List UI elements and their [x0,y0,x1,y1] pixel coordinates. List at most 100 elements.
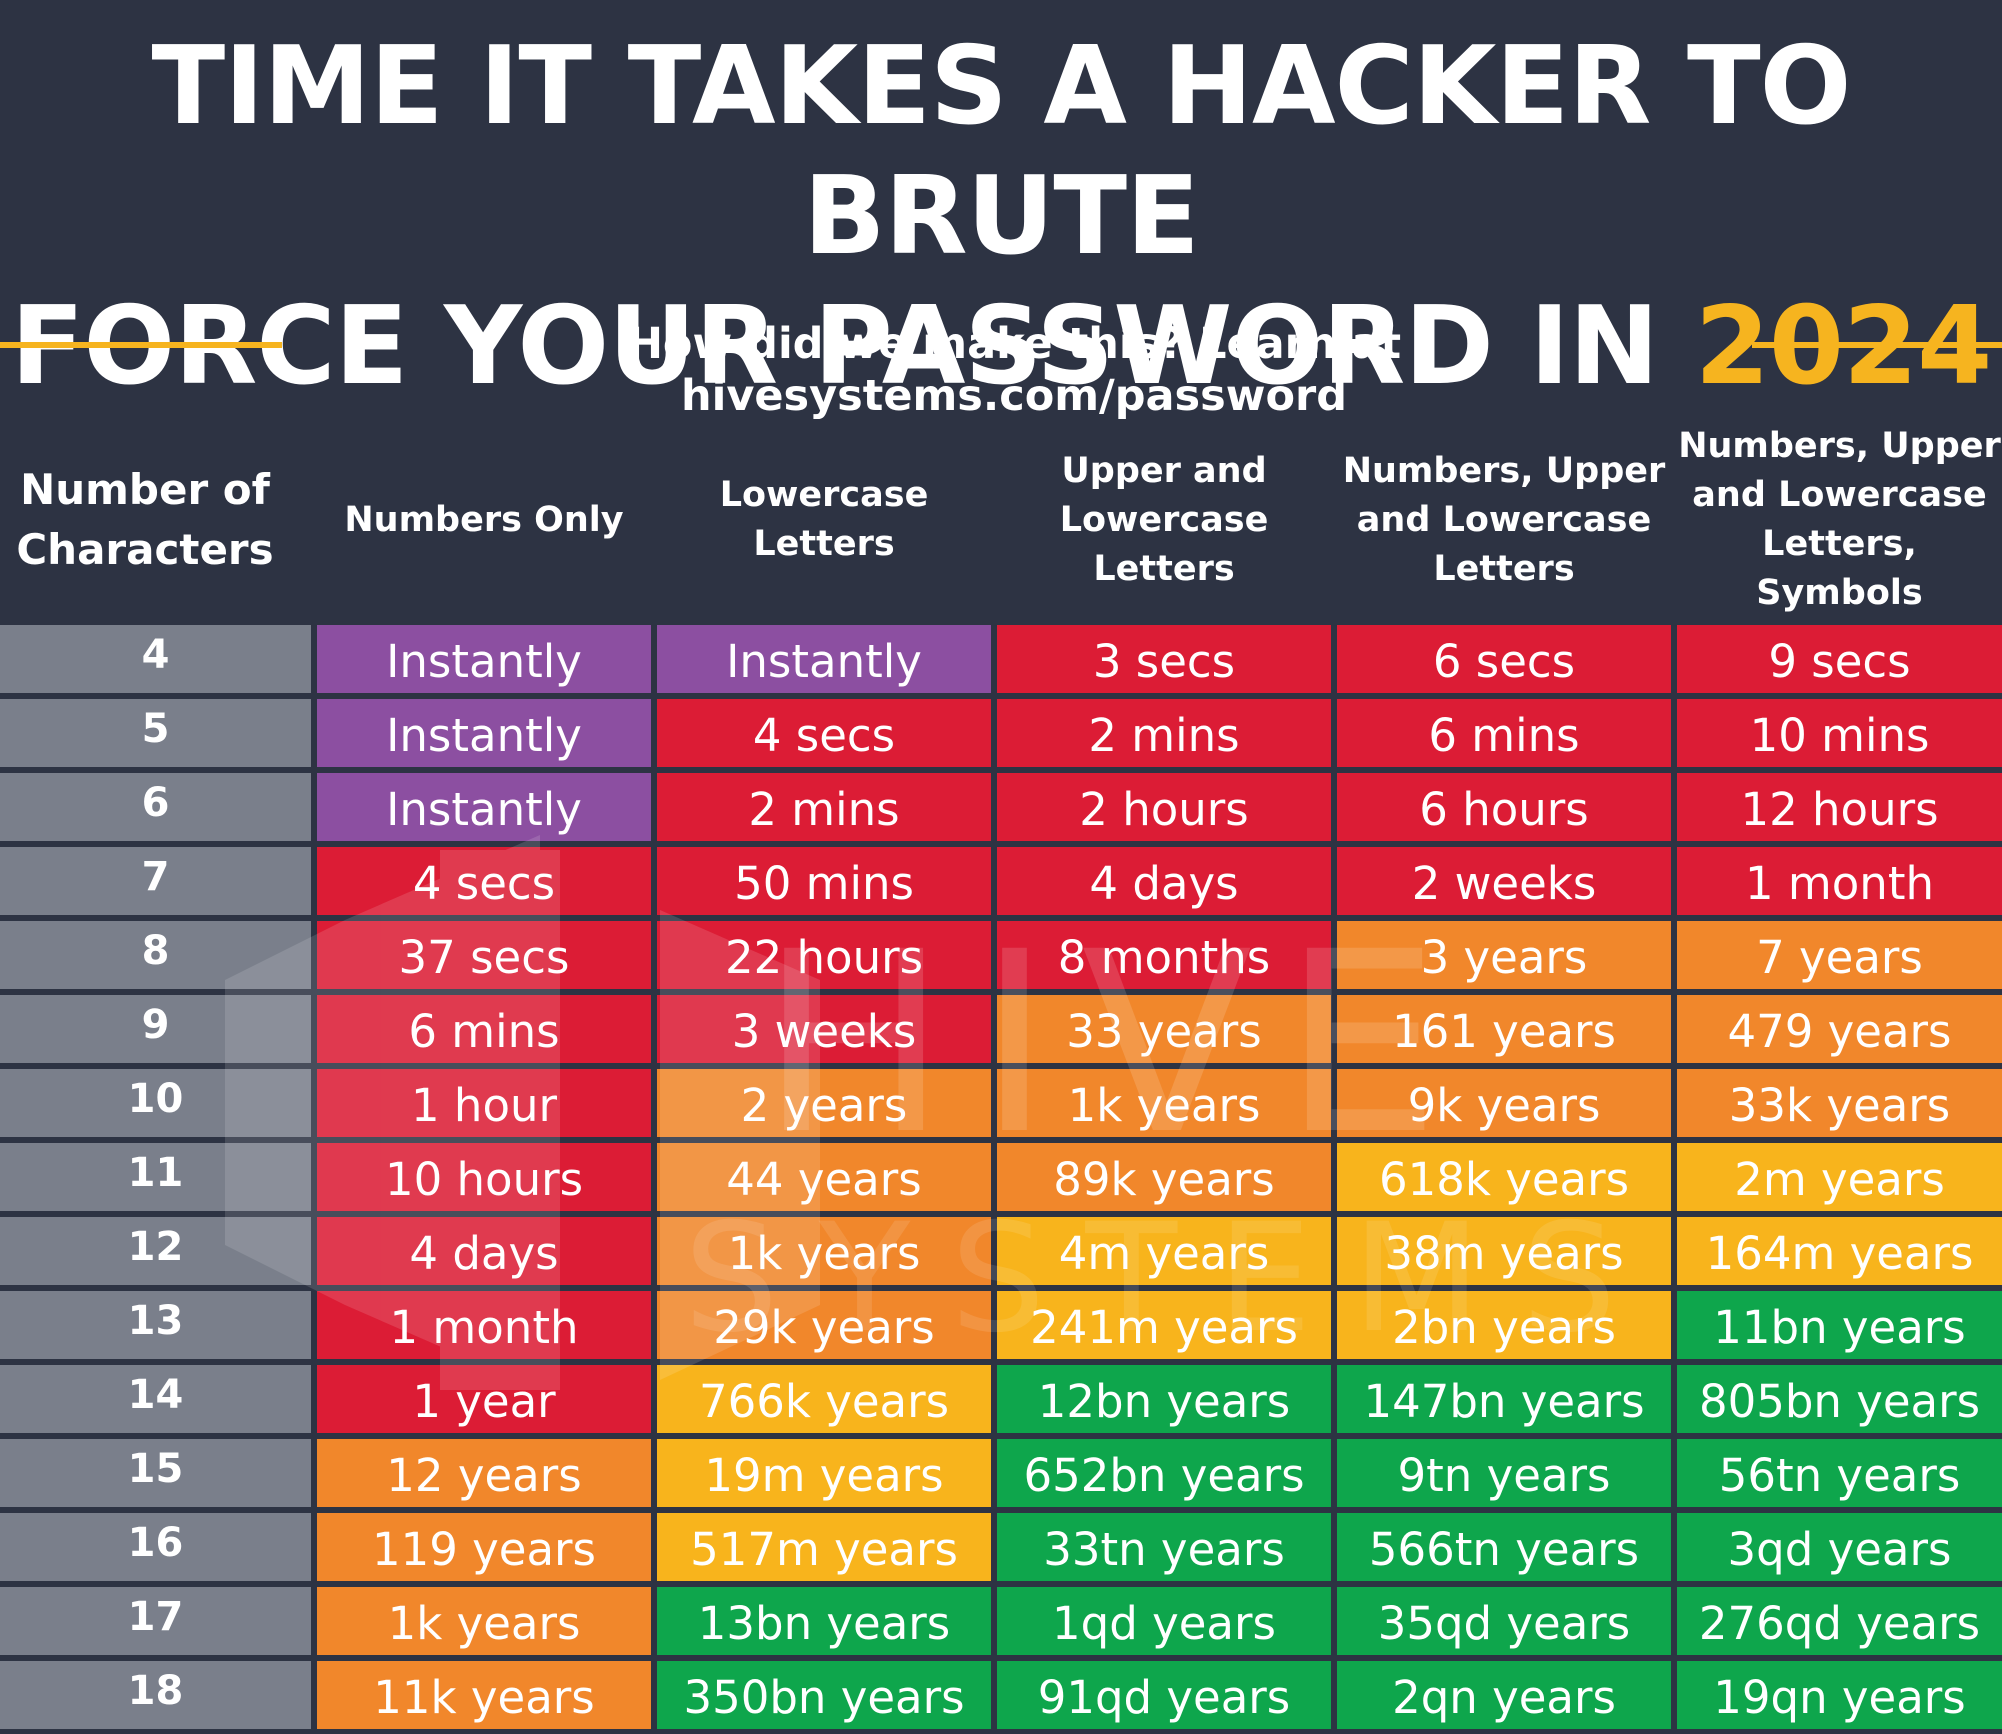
table-row: 6 Instantly 2 mins 2 hours 6 hours 12 hours [0,773,2002,841]
table-row: 13 1 month 29k years 241m years 2bn years 11b… [0,1291,2002,1359]
table-cell-green: 3qd years [1677,1513,2002,1581]
table-cell-yellow: 4m years [997,1217,1331,1285]
table-header: Number of Characters Numbers Only Lowercas… [0,420,2002,620]
table-cell-instant: Instantly [317,699,651,767]
row-character-count: 9 [0,995,311,1063]
row-character-count: 4 [0,625,311,693]
column-header-3: Upper and Lowercase Letters [1059,450,1269,589]
table-cell-green: 13bn years [657,1587,991,1655]
table-cell-red: 1 hour [317,1069,651,1137]
table-cell-orange: 119 years [317,1513,651,1581]
table-cell-green: 350bn years [657,1661,991,1729]
table-cell-red: 50 mins [657,847,991,915]
table-row: 17 1k years 13bn years 1qd years 35qd years 2… [0,1587,2002,1655]
table-cell-yellow: 38m years [1337,1217,1671,1285]
table-cell-green: 33tn years [997,1513,1331,1581]
table-cell-green: 652bn years [997,1439,1331,1507]
title-line-2-text: FORCE YOUR PASSWORD IN [10,284,1659,409]
table-cell-red: 2 weeks [1337,847,1671,915]
title-line-2: FORCE YOUR PASSWORD IN 2024 [0,282,2002,412]
table-row: 5 Instantly 4 secs 2 mins 6 mins 10 mins [0,699,2002,767]
table-cell-green: 805bn years [1677,1365,2002,1433]
subtitle-row: How did we make this? Learn at hivesyste… [0,318,2002,421]
row-character-count: 8 [0,921,311,989]
table-cell-green: 12bn years [997,1365,1331,1433]
table-cell-red: 37 secs [317,921,651,989]
table-cell-red: 4 secs [317,847,651,915]
table-cell-green: 147bn years [1337,1365,1671,1433]
row-character-count: 5 [0,699,311,767]
table-cell-orange: 12 years [317,1439,651,1507]
column-header-1: Numbers Only [344,499,624,540]
table-cell-green: 1qd years [997,1587,1331,1655]
table-cell-orange: 479 years [1677,995,2002,1063]
table-cell-yellow: 164m years [1677,1217,2002,1285]
table-cell-red: 2 mins [657,773,991,841]
row-character-count: 17 [0,1587,311,1655]
row-character-count: 6 [0,773,311,841]
column-header-4: Numbers, Upper and Lowercase Letters [1342,450,1666,589]
table-cell-orange: 1k years [657,1217,991,1285]
table-cell-orange: 44 years [657,1143,991,1211]
row-character-count: 11 [0,1143,311,1211]
table-row: 4 Instantly Instantly 3 secs 6 secs 9 secs [0,625,2002,693]
table-cell-yellow: 19m years [657,1439,991,1507]
table-cell-orange: 7 years [1677,921,2002,989]
table-cell-orange: 11k years [317,1661,651,1729]
table-cell-instant: Instantly [317,625,651,693]
row-character-count: 16 [0,1513,311,1581]
table-row: 11 10 hours 44 years 89k years 618k years 2m … [0,1143,2002,1211]
table-cell-orange: 161 years [1337,995,1671,1063]
subtitle-rule-right [1752,342,2002,348]
table-cell-red: 10 hours [317,1143,651,1211]
table-cell-orange: 1k years [317,1587,651,1655]
table-cell-red: 1 month [1677,847,2002,915]
table-cell-yellow: 766k years [657,1365,991,1433]
table-cell-orange: 29k years [657,1291,991,1359]
row-character-count: 13 [0,1291,311,1359]
table-cell-red: 6 secs [1337,625,1671,693]
column-header-0: Number of Characters [16,465,274,574]
table-cell-green: 56tn years [1677,1439,2002,1507]
table-cell-orange: 3 years [1337,921,1671,989]
table-row: 15 12 years 19m years 652bn years 9tn years 5… [0,1439,2002,1507]
table-cell-red: 3 weeks [657,995,991,1063]
table-cell-green: 566tn years [1337,1513,1671,1581]
column-header-2: Lowercase Letters [719,475,929,564]
table-cell-orange: 1k years [997,1069,1331,1137]
table-cell-green: 276qd years [1677,1587,2002,1655]
row-character-count: 18 [0,1661,311,1729]
subtitle-rule-left [0,342,282,348]
table-cell-yellow: 517m years [657,1513,991,1581]
table-cell-red: 6 mins [317,995,651,1063]
table-cell-instant: Instantly [657,625,991,693]
table-cell-green: 11bn years [1677,1291,2002,1359]
row-character-count: 12 [0,1217,311,1285]
title-line-1: TIME IT TAKES A HACKER TO BRUTE [151,24,1852,279]
table-row: 10 1 hour 2 years 1k years 9k years 33k years [0,1069,2002,1137]
row-character-count: 15 [0,1439,311,1507]
table-row: 18 11k years 350bn years 91qd years 2qn year… [0,1661,2002,1729]
table-cell-yellow: 241m years [997,1291,1331,1359]
table-cell-orange: 89k years [997,1143,1331,1211]
subtitle: How did we make this? Learn at hivesyste… [626,319,1402,421]
table-cell-orange: 9k years [1337,1069,1671,1137]
table-cell-yellow: 618k years [1337,1143,1671,1211]
table-cell-red: 2 mins [997,699,1331,767]
table-row: 12 4 days 1k years 4m years 38m years 164m ye… [0,1217,2002,1285]
table-cell-green: 2qn years [1337,1661,1671,1729]
table-cell-instant: Instantly [317,773,651,841]
table-cell-red: 4 secs [657,699,991,767]
row-character-count: 10 [0,1069,311,1137]
table-cell-red: 2 hours [997,773,1331,841]
table-cell-red: 10 mins [1677,699,2002,767]
table-cell-red: 22 hours [657,921,991,989]
table-cell-red: 1 month [317,1291,651,1359]
table-cell-green: 19qn years [1677,1661,2002,1729]
column-header-5: Numbers, Upper and Lowercase Letters, Sy… [1678,426,2001,613]
table-cell-red: 8 months [997,921,1331,989]
table-cell-red: 9 secs [1677,625,2002,693]
table-cell-red: 6 hours [1337,773,1671,841]
table-cell-red: 3 secs [997,625,1331,693]
